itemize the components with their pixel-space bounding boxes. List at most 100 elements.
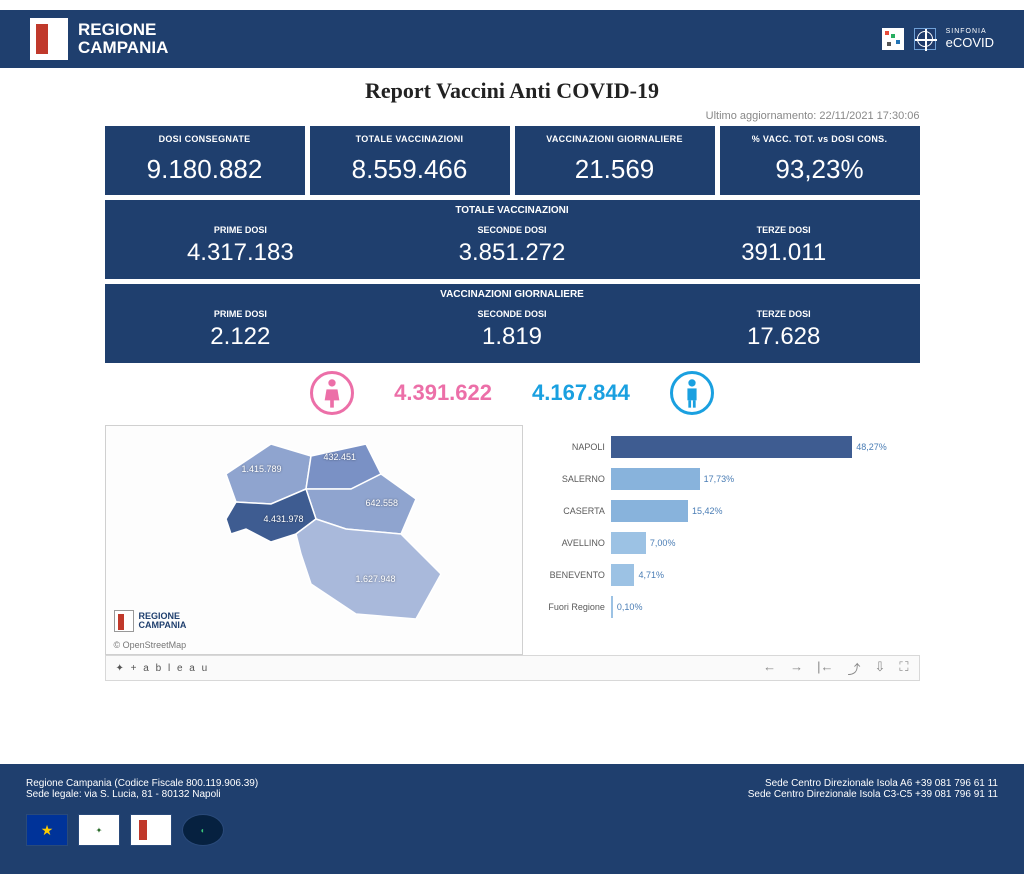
map-logo: REGIONE CAMPANIA — [114, 610, 187, 632]
footer-right: Sede Centro Direzionale Isola A6 +39 081… — [748, 778, 998, 800]
bar-track: 17,73% — [611, 468, 912, 490]
bar-fill — [611, 436, 852, 458]
metric-label: TOTALE VACCINAZIONI — [314, 134, 506, 144]
dose-cell: PRIME DOSI 2.122 — [105, 305, 377, 363]
bar-row: Fuori Regione 0,10% — [533, 591, 912, 623]
org-line2: CAMPANIA — [78, 39, 168, 57]
metric-label: VACCINAZIONI GIORNALIERE — [519, 134, 711, 144]
italy-emblem-icon: ✦ — [78, 814, 120, 846]
campania-flag-icon — [114, 610, 134, 632]
bar-track: 7,00% — [611, 532, 912, 554]
bar-row: AVELLINO 7,00% — [533, 527, 912, 559]
bar-pct: 7,00% — [650, 538, 676, 548]
dose-label: SECONDE DOSI — [380, 225, 644, 235]
bar-fill — [611, 596, 613, 618]
update-line: Ultimo aggiornamento: 22/11/2021 17:30:0… — [105, 110, 920, 122]
totals-row: PRIME DOSI 4.317.183SECONDE DOSI 3.851.2… — [105, 221, 920, 279]
metric-label: DOSI CONSEGNATE — [109, 134, 301, 144]
map-province-value: 432.451 — [324, 452, 357, 462]
footer: Regione Campania (Codice Fiscale 800.119… — [0, 764, 1024, 874]
dose-value: 17.628 — [652, 323, 916, 351]
daily-title: VACCINAZIONI GIORNALIERE — [105, 284, 920, 305]
revert-icon[interactable]: |← — [817, 659, 833, 678]
map-province-value: 1.415.789 — [242, 464, 282, 474]
map-attribution: © OpenStreetMap — [114, 640, 187, 650]
dose-label: TERZE DOSI — [652, 309, 916, 319]
dose-cell: SECONDE DOSI 1.819 — [376, 305, 648, 363]
bar-track: 48,27% — [611, 436, 912, 458]
eu-flag-icon — [26, 814, 68, 846]
footer-logos: ✦ ◐ — [26, 814, 998, 846]
fesr-logo-icon: ◐ — [182, 814, 224, 846]
bar-row: NAPOLI 48,27% — [533, 431, 912, 463]
male-value: 4.167.844 — [532, 380, 630, 406]
redo-icon[interactable]: → — [790, 659, 803, 678]
metric-label: % VACC. TOT. vs DOSI CONS. — [724, 134, 916, 144]
map-logo-line2: CAMPANIA — [139, 621, 187, 630]
dose-label: PRIME DOSI — [109, 225, 373, 235]
bar-name: NAPOLI — [533, 442, 611, 452]
footer-right-line2: Sede Centro Direzionale Isola C3-C5 +39 … — [748, 789, 998, 800]
fullscreen-icon[interactable]: ⛶ — [899, 659, 908, 678]
metric-card: DOSI CONSEGNATE 9.180.882 — [105, 126, 305, 195]
bar-chart[interactable]: NAPOLI 48,27% SALERNO 17,73% CASERTA 15,… — [533, 425, 920, 655]
bar-name: BENEVENTO — [533, 570, 611, 580]
bar-row: SALERNO 17,73% — [533, 463, 912, 495]
bar-fill — [611, 500, 688, 522]
update-value: 22/11/2021 17:30:06 — [819, 110, 919, 122]
header-bar: REGIONE CAMPANIA SINFONIA eCOVID — [0, 0, 1024, 68]
map-panel[interactable]: 1.415.789 432.451 642.558 4.431.978 1.627.94… — [105, 425, 523, 655]
metric-card: % VACC. TOT. vs DOSI CONS. 93,23% — [720, 126, 920, 195]
header-right: SINFONIA eCOVID — [882, 28, 994, 50]
pixel-icon — [882, 28, 904, 50]
map-province-value: 642.558 — [366, 498, 399, 508]
footer-left-line2: Sede legale: via S. Lucia, 81 - 80132 Na… — [26, 789, 258, 800]
bar-track: 15,42% — [611, 500, 912, 522]
bar-pct: 15,42% — [692, 506, 723, 516]
dose-value: 3.851.272 — [380, 239, 644, 267]
metric-card: VACCINAZIONI GIORNALIERE 21.569 — [515, 126, 715, 195]
totals-title: TOTALE VACCINAZIONI — [105, 200, 920, 221]
bar-name: CASERTA — [533, 506, 611, 516]
org-line1: REGIONE — [78, 21, 168, 39]
male-icon — [670, 371, 714, 415]
campania-logo-icon — [130, 814, 172, 846]
undo-icon[interactable]: ← — [763, 659, 776, 678]
footer-left: Regione Campania (Codice Fiscale 800.119… — [26, 778, 258, 800]
bar-fill — [611, 468, 700, 490]
bar-name: AVELLINO — [533, 538, 611, 548]
bar-row: BENEVENTO 4,71% — [533, 559, 912, 591]
map-province-value: 1.627.948 — [356, 574, 396, 584]
share-icon[interactable]: ⤴ — [847, 659, 860, 678]
daily-row: PRIME DOSI 2.122SECONDE DOSI 1.819TERZE … — [105, 305, 920, 363]
metric-value: 9.180.882 — [109, 154, 301, 185]
metric-card: TOTALE VACCINAZIONI 8.559.466 — [310, 126, 510, 195]
update-prefix: Ultimo aggiornamento: — [706, 110, 817, 122]
bar-pct: 0,10% — [617, 602, 643, 612]
page-title: Report Vaccini Anti COVID-19 — [0, 78, 1024, 104]
bar-track: 0,10% — [611, 596, 912, 618]
bar-pct: 4,71% — [638, 570, 664, 580]
map-province-value: 4.431.978 — [264, 514, 304, 524]
dose-label: TERZE DOSI — [652, 225, 916, 235]
download-icon[interactable]: ⇩ — [874, 659, 885, 678]
footer-left-line1: Regione Campania (Codice Fiscale 800.119… — [26, 778, 258, 789]
org-name: REGIONE CAMPANIA — [78, 21, 168, 57]
dose-value: 2.122 — [109, 323, 373, 351]
dose-value: 391.011 — [652, 239, 916, 267]
tableau-icons: ← → |← ⤴ ⇩ ⛶ — [763, 659, 908, 678]
ecovid-label: eCOVID — [946, 35, 994, 50]
tableau-logo: ✦ + a b l e a u — [116, 663, 210, 674]
dose-cell: TERZE DOSI 391.011 — [648, 221, 920, 279]
bar-pct: 48,27% — [856, 442, 887, 452]
metric-value: 93,23% — [724, 154, 916, 185]
dose-label: PRIME DOSI — [109, 309, 373, 319]
org-logo: REGIONE CAMPANIA — [30, 18, 168, 60]
bottom-row: 1.415.789 432.451 642.558 4.431.978 1.627.94… — [105, 425, 920, 655]
dose-value: 4.317.183 — [109, 239, 373, 267]
dose-cell: TERZE DOSI 17.628 — [648, 305, 920, 363]
bar-name: Fuori Regione — [533, 602, 611, 612]
bar-fill — [611, 564, 635, 586]
dose-cell: PRIME DOSI 4.317.183 — [105, 221, 377, 279]
dose-label: SECONDE DOSI — [380, 309, 644, 319]
